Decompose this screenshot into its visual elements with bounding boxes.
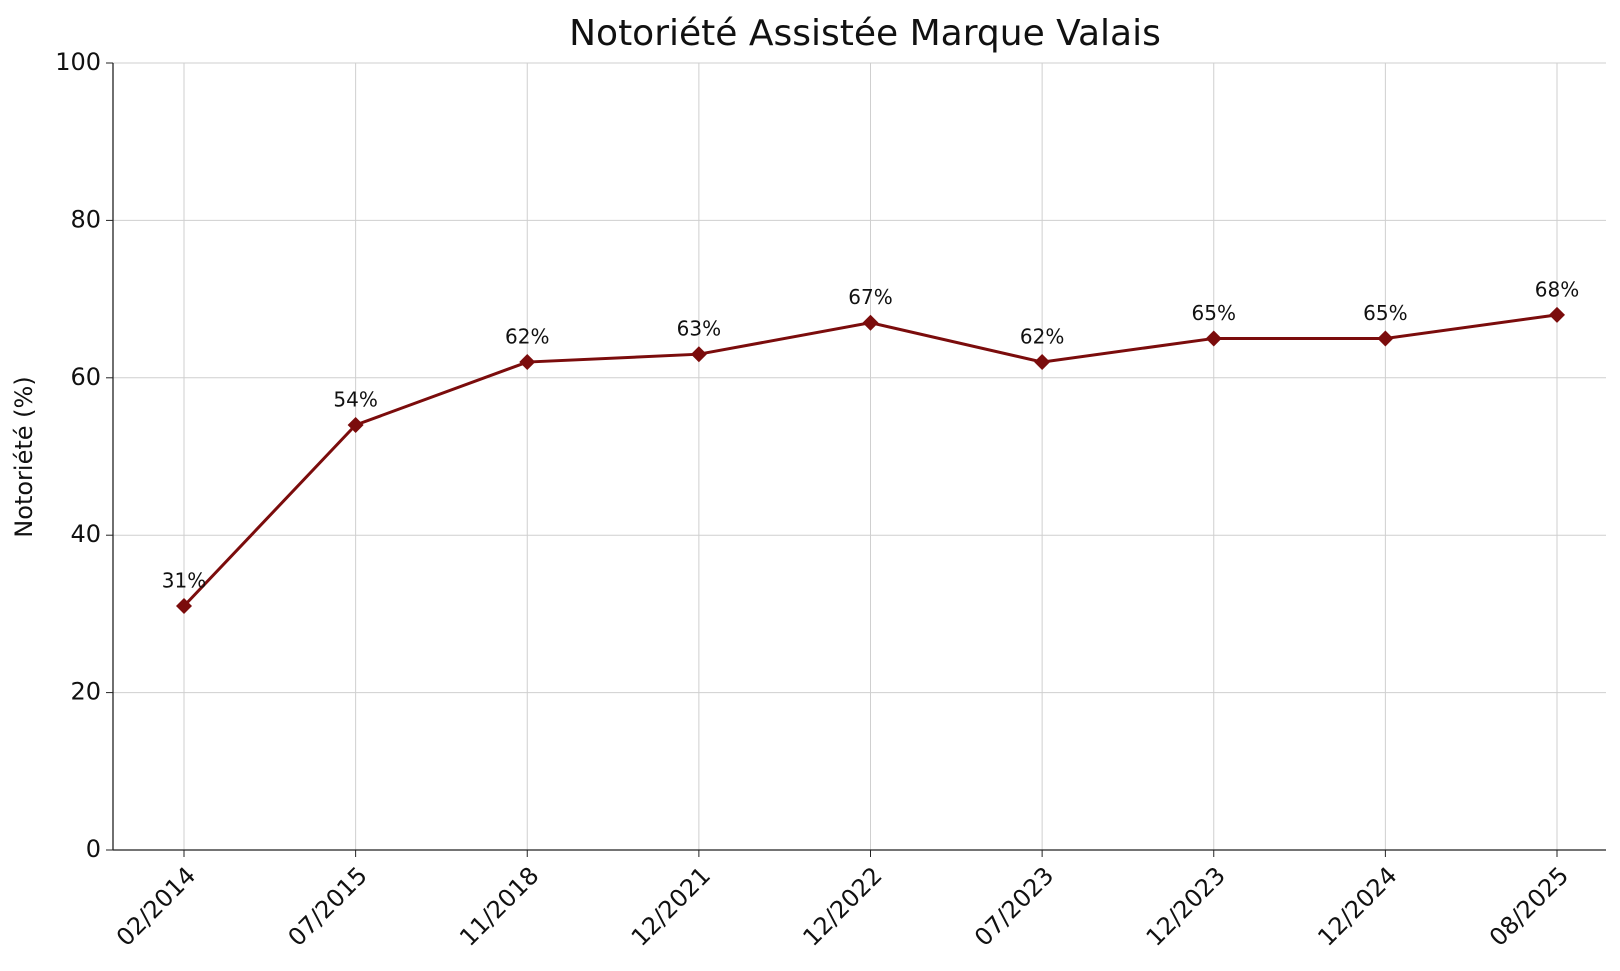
x-tick-label: 12/2024 [1312,861,1402,951]
x-tick-label: 07/2023 [969,861,1059,951]
y-tick-label: 100 [55,48,101,76]
value-label: 54% [333,388,377,412]
point-marker [862,314,879,331]
point-marker [1034,354,1051,371]
point-marker [176,598,192,615]
x-tick-label: 02/2014 [111,861,201,951]
x-tick-label: 12/2021 [626,861,716,951]
point-marker [1377,330,1394,347]
y-tick-label: 20 [70,678,101,706]
x-tick-label: 12/2023 [1141,861,1231,951]
x-tick-label: 07/2015 [283,861,373,951]
point-marker [519,354,536,371]
value-label: 67% [848,285,892,309]
y-tick-label: 60 [70,363,101,391]
y-tick-label: 0 [86,835,101,863]
value-label: 62% [505,325,549,349]
value-label: 65% [1363,301,1407,325]
y-tick-label: 80 [70,205,101,233]
point-marker [690,346,707,363]
value-label: 62% [1020,325,1064,349]
value-label: 68% [1535,277,1579,301]
value-label: 63% [677,317,721,341]
point-marker [1549,306,1565,323]
point-marker [1205,330,1222,347]
value-label: 31% [162,569,206,593]
x-tick-label: 11/2018 [454,861,544,951]
x-tick-label: 08/2025 [1484,861,1574,951]
chart-title: Notoriété Assistée Marque Valais [569,13,1161,54]
point-marker [347,417,364,434]
x-tick-label: 12/2022 [797,861,887,951]
value-label: 65% [1192,301,1236,325]
y-tick-label: 40 [70,520,101,548]
y-axis-label: Notoriété (%) [10,376,38,537]
